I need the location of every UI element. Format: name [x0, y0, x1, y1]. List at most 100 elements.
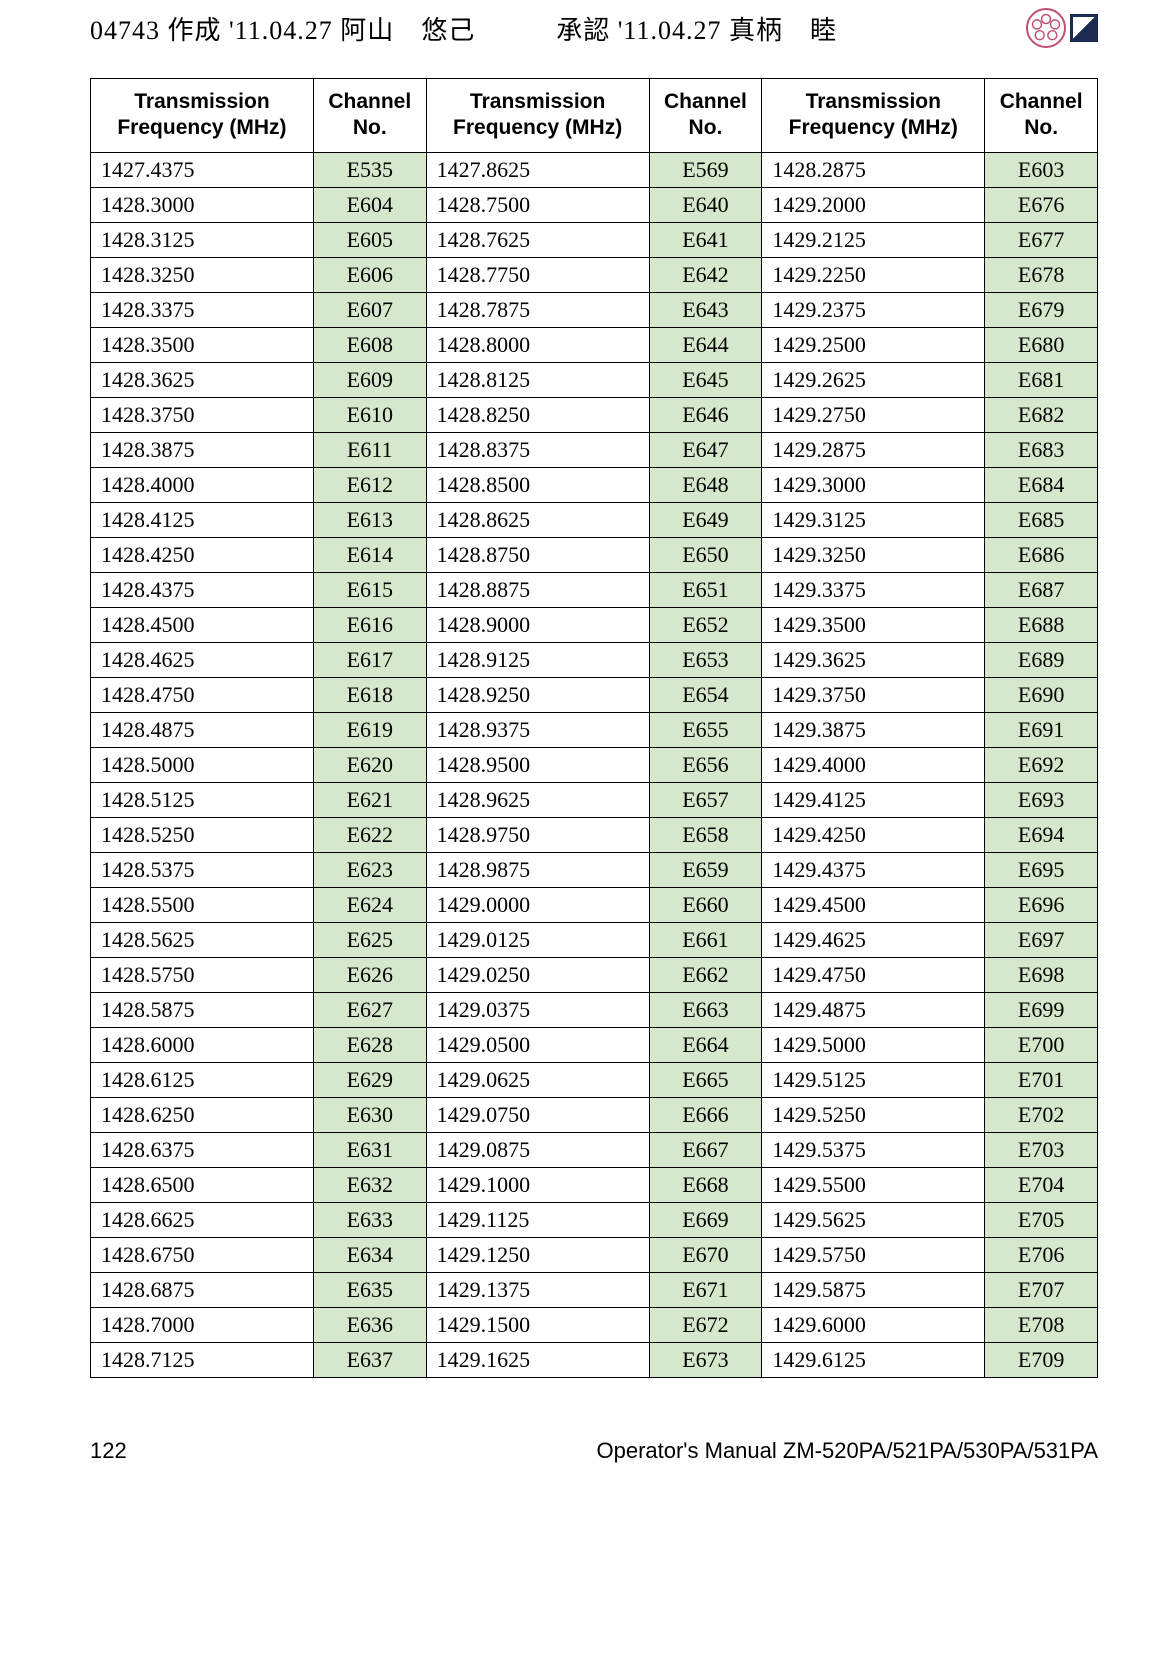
channel-cell: E647: [649, 432, 762, 467]
channel-cell: E610: [313, 397, 426, 432]
frequency-cell: 1429.1250: [426, 1237, 649, 1272]
frequency-cell: 1428.9000: [426, 607, 649, 642]
frequency-cell: 1429.0500: [426, 1027, 649, 1062]
frequency-cell: 1428.6500: [91, 1167, 314, 1202]
table-row: 1428.4375E6151428.8875E6511429.3375E687: [91, 572, 1098, 607]
frequency-cell: 1428.3250: [91, 257, 314, 292]
frequency-cell: 1428.9125: [426, 642, 649, 677]
frequency-cell: 1428.4500: [91, 607, 314, 642]
channel-cell: E666: [649, 1097, 762, 1132]
channel-cell: E619: [313, 712, 426, 747]
frequency-cell: 1428.8625: [426, 502, 649, 537]
frequency-cell: 1428.4375: [91, 572, 314, 607]
frequency-cell: 1429.3625: [762, 642, 985, 677]
channel-cell: E660: [649, 887, 762, 922]
channel-cell: E663: [649, 992, 762, 1027]
table-row: 1428.6000E6281429.0500E6641429.5000E700: [91, 1027, 1098, 1062]
frequency-cell: 1429.4375: [762, 852, 985, 887]
channel-cell: E691: [985, 712, 1098, 747]
frequency-cell: 1429.3250: [762, 537, 985, 572]
col-header-chan-3: Channel No.: [985, 79, 1098, 153]
channel-cell: E705: [985, 1202, 1098, 1237]
document-header: 04743 作成 '11.04.27 阿山 悠己 承認 '11.04.27 真柄…: [90, 8, 1098, 48]
channel-cell: E651: [649, 572, 762, 607]
channel-cell: E708: [985, 1307, 1098, 1342]
frequency-cell: 1428.6875: [91, 1272, 314, 1307]
channel-cell: E617: [313, 642, 426, 677]
channel-cell: E628: [313, 1027, 426, 1062]
table-row: 1428.3500E6081428.8000E6441429.2500E680: [91, 327, 1098, 362]
channel-cell: E671: [649, 1272, 762, 1307]
frequency-cell: 1429.1000: [426, 1167, 649, 1202]
frequency-cell: 1428.4250: [91, 537, 314, 572]
header-text: 04743 作成 '11.04.27 阿山 悠己 承認 '11.04.27 真柄…: [90, 10, 1026, 47]
channel-cell: E702: [985, 1097, 1098, 1132]
channel-cell: E669: [649, 1202, 762, 1237]
frequency-cell: 1429.4125: [762, 782, 985, 817]
frequency-cell: 1429.5875: [762, 1272, 985, 1307]
channel-cell: E641: [649, 222, 762, 257]
channel-cell: E606: [313, 257, 426, 292]
frequency-cell: 1429.5250: [762, 1097, 985, 1132]
channel-cell: E677: [985, 222, 1098, 257]
frequency-cell: 1428.8000: [426, 327, 649, 362]
frequency-cell: 1429.0625: [426, 1062, 649, 1097]
frequency-cell: 1428.8500: [426, 467, 649, 502]
frequency-cell: 1428.6625: [91, 1202, 314, 1237]
channel-cell: E569: [649, 152, 762, 187]
channel-cell: E707: [985, 1272, 1098, 1307]
channel-cell: E616: [313, 607, 426, 642]
frequency-cell: 1428.3125: [91, 222, 314, 257]
channel-cell: E612: [313, 467, 426, 502]
frequency-cell: 1429.5750: [762, 1237, 985, 1272]
table-row: 1428.3875E6111428.8375E6471429.2875E683: [91, 432, 1098, 467]
channel-cell: E673: [649, 1342, 762, 1377]
table-row: 1428.3375E6071428.7875E6431429.2375E679: [91, 292, 1098, 327]
frequency-cell: 1428.7750: [426, 257, 649, 292]
frequency-cell: 1429.3125: [762, 502, 985, 537]
table-header-row: Transmission Frequency (MHz) Channel No.…: [91, 79, 1098, 153]
channel-cell: E680: [985, 327, 1098, 362]
channel-cell: E636: [313, 1307, 426, 1342]
frequency-cell: 1429.2250: [762, 257, 985, 292]
table-row: 1428.6125E6291429.0625E6651429.5125E701: [91, 1062, 1098, 1097]
channel-cell: E682: [985, 397, 1098, 432]
flower-stamp-icon: [1026, 8, 1066, 48]
frequency-cell: 1428.6000: [91, 1027, 314, 1062]
frequency-cell: 1428.5875: [91, 992, 314, 1027]
channel-cell: E695: [985, 852, 1098, 887]
frequency-cell: 1428.8250: [426, 397, 649, 432]
table-row: 1428.6750E6341429.1250E6701429.5750E706: [91, 1237, 1098, 1272]
channel-cell: E649: [649, 502, 762, 537]
frequency-cell: 1428.3375: [91, 292, 314, 327]
frequency-cell: 1429.3375: [762, 572, 985, 607]
channel-cell: E685: [985, 502, 1098, 537]
frequency-cell: 1429.1125: [426, 1202, 649, 1237]
frequency-cell: 1428.5125: [91, 782, 314, 817]
frequency-cell: 1428.6375: [91, 1132, 314, 1167]
page-footer: 122 Operator's Manual ZM-520PA/521PA/530…: [90, 1438, 1098, 1464]
frequency-cell: 1429.2750: [762, 397, 985, 432]
channel-cell: E635: [313, 1272, 426, 1307]
channel-cell: E699: [985, 992, 1098, 1027]
frequency-cell: 1429.4625: [762, 922, 985, 957]
frequency-cell: 1428.7500: [426, 187, 649, 222]
channel-cell: E608: [313, 327, 426, 362]
frequency-cell: 1428.5625: [91, 922, 314, 957]
frequency-cell: 1428.7875: [426, 292, 649, 327]
frequency-cell: 1428.6750: [91, 1237, 314, 1272]
channel-cell: E637: [313, 1342, 426, 1377]
frequency-cell: 1428.2875: [762, 152, 985, 187]
channel-cell: E661: [649, 922, 762, 957]
stamp-area: [1026, 8, 1098, 48]
channel-cell: E625: [313, 922, 426, 957]
frequency-cell: 1428.7125: [91, 1342, 314, 1377]
channel-cell: E653: [649, 642, 762, 677]
table-row: 1428.5250E6221428.9750E6581429.4250E694: [91, 817, 1098, 852]
channel-cell: E698: [985, 957, 1098, 992]
channel-cell: E646: [649, 397, 762, 432]
frequency-cell: 1429.2000: [762, 187, 985, 222]
channel-cell: E629: [313, 1062, 426, 1097]
channel-cell: E644: [649, 327, 762, 362]
channel-cell: E621: [313, 782, 426, 817]
